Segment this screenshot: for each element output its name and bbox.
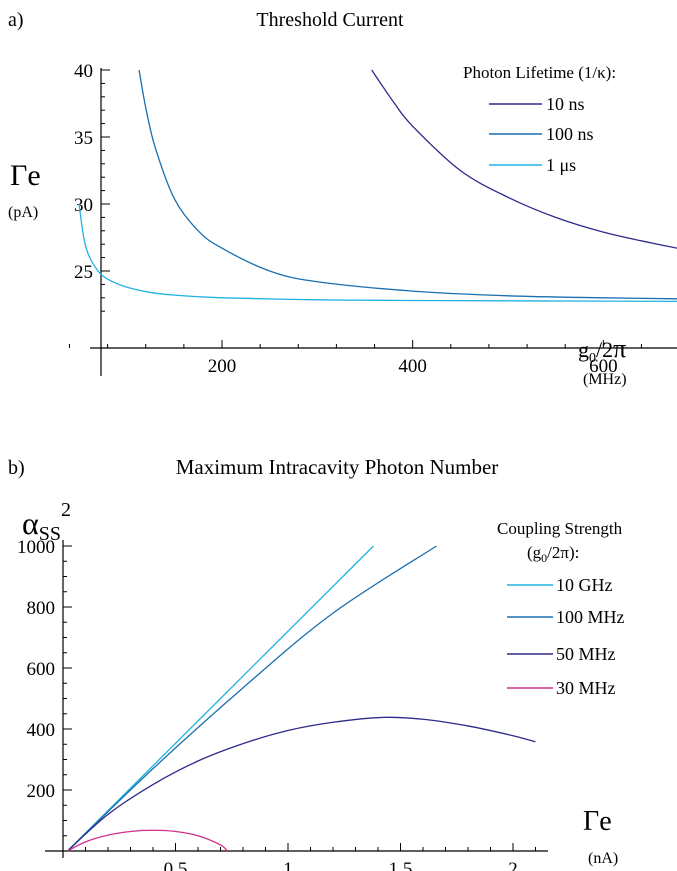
- panel-a-series-line-2: [78, 203, 677, 303]
- panel-b-series-line-1: [67, 545, 437, 852]
- panel-b-ticks: 0.5 1 1.5 2 200 400 600 800 1000: [17, 537, 536, 871]
- panel-a-curves: [78, 69, 677, 303]
- panel-a-legend-title: Photon Lifetime (1/κ):: [463, 63, 616, 82]
- panel-b-x-tick-label: 1.5: [389, 859, 413, 871]
- panel-b-y-tick-label: 200: [27, 781, 56, 802]
- panel-b-x-tick-label: 1: [283, 859, 293, 871]
- panel-b-legend-subtitle: (g0/2π):: [527, 543, 579, 565]
- panel-b-x-tick-label: 0.5: [164, 859, 188, 871]
- panel-a-xlabel-unit: (MHz): [583, 371, 627, 388]
- panel-a-threshold-current: a) Threshold Current Γe (pA) g0/2π (MHz)…: [8, 9, 677, 388]
- panel-a-x-tick-label: 600: [589, 356, 618, 377]
- panel-a-legend-label-2: 1 μs: [546, 155, 576, 175]
- panel-b-legend-label-3: 30 MHz: [556, 678, 616, 698]
- panel-a-legend-label-0: 10 ns: [546, 94, 585, 114]
- panel-b-series-line-0: [67, 545, 374, 852]
- panel-a-x-tick-label: 400: [398, 356, 427, 377]
- panel-a-label: a): [8, 9, 24, 31]
- panel-a-title: Threshold Current: [256, 9, 404, 31]
- panel-a-legend: 10 ns 100 ns 1 μs: [489, 94, 594, 175]
- panel-a-ylabel: Γe: [10, 159, 41, 192]
- panel-b-y-tick-label: 1000: [17, 537, 55, 558]
- panel-b-y-tick-label: 800: [27, 598, 56, 619]
- panel-a-y-tick-label: 30: [74, 195, 93, 216]
- panel-a-ticks: 20040060080025303540: [68, 61, 642, 377]
- panel-a-y-tick-label: 40: [74, 61, 93, 82]
- panel-a-series-line-1: [138, 69, 677, 300]
- panel-a-ylabel-unit: (pA): [8, 204, 38, 221]
- panel-b-photon-number: b) Maximum Intracavity Photon Number αSS…: [8, 455, 625, 871]
- panel-b-label: b): [8, 457, 25, 479]
- panel-a-y-tick-label: 35: [74, 128, 93, 149]
- panel-b-series-line-3: [67, 829, 228, 852]
- panel-b-xlabel-unit: (nA): [588, 850, 618, 867]
- panel-b-legend-label-1: 100 MHz: [556, 607, 625, 627]
- panel-b-curves: [67, 545, 536, 852]
- panel-a-series-line-0: [371, 69, 677, 249]
- panel-b-ylabel: αSS2: [22, 499, 71, 545]
- panel-b-y-tick-label: 400: [27, 720, 56, 741]
- panel-b-y-tick-label: 600: [27, 659, 56, 680]
- panel-a-legend-label-1: 100 ns: [546, 124, 594, 144]
- panel-b-series-line-2: [67, 716, 536, 852]
- panel-a-x-tick-label: 200: [208, 356, 237, 377]
- panel-a-y-tick-label: 25: [74, 262, 93, 283]
- panel-b-legend: 10 GHz 100 MHz 50 MHz 30 MHz: [507, 575, 625, 698]
- panel-b-legend-label-0: 10 GHz: [556, 575, 613, 595]
- panel-b-x-tick-label: 2: [508, 859, 518, 871]
- panel-b-xlabel: Γe: [583, 806, 612, 837]
- panel-b-title: Maximum Intracavity Photon Number: [176, 455, 499, 479]
- panel-b-legend-label-2: 50 MHz: [556, 644, 616, 664]
- panel-b-legend-title: Coupling Strength: [497, 519, 623, 538]
